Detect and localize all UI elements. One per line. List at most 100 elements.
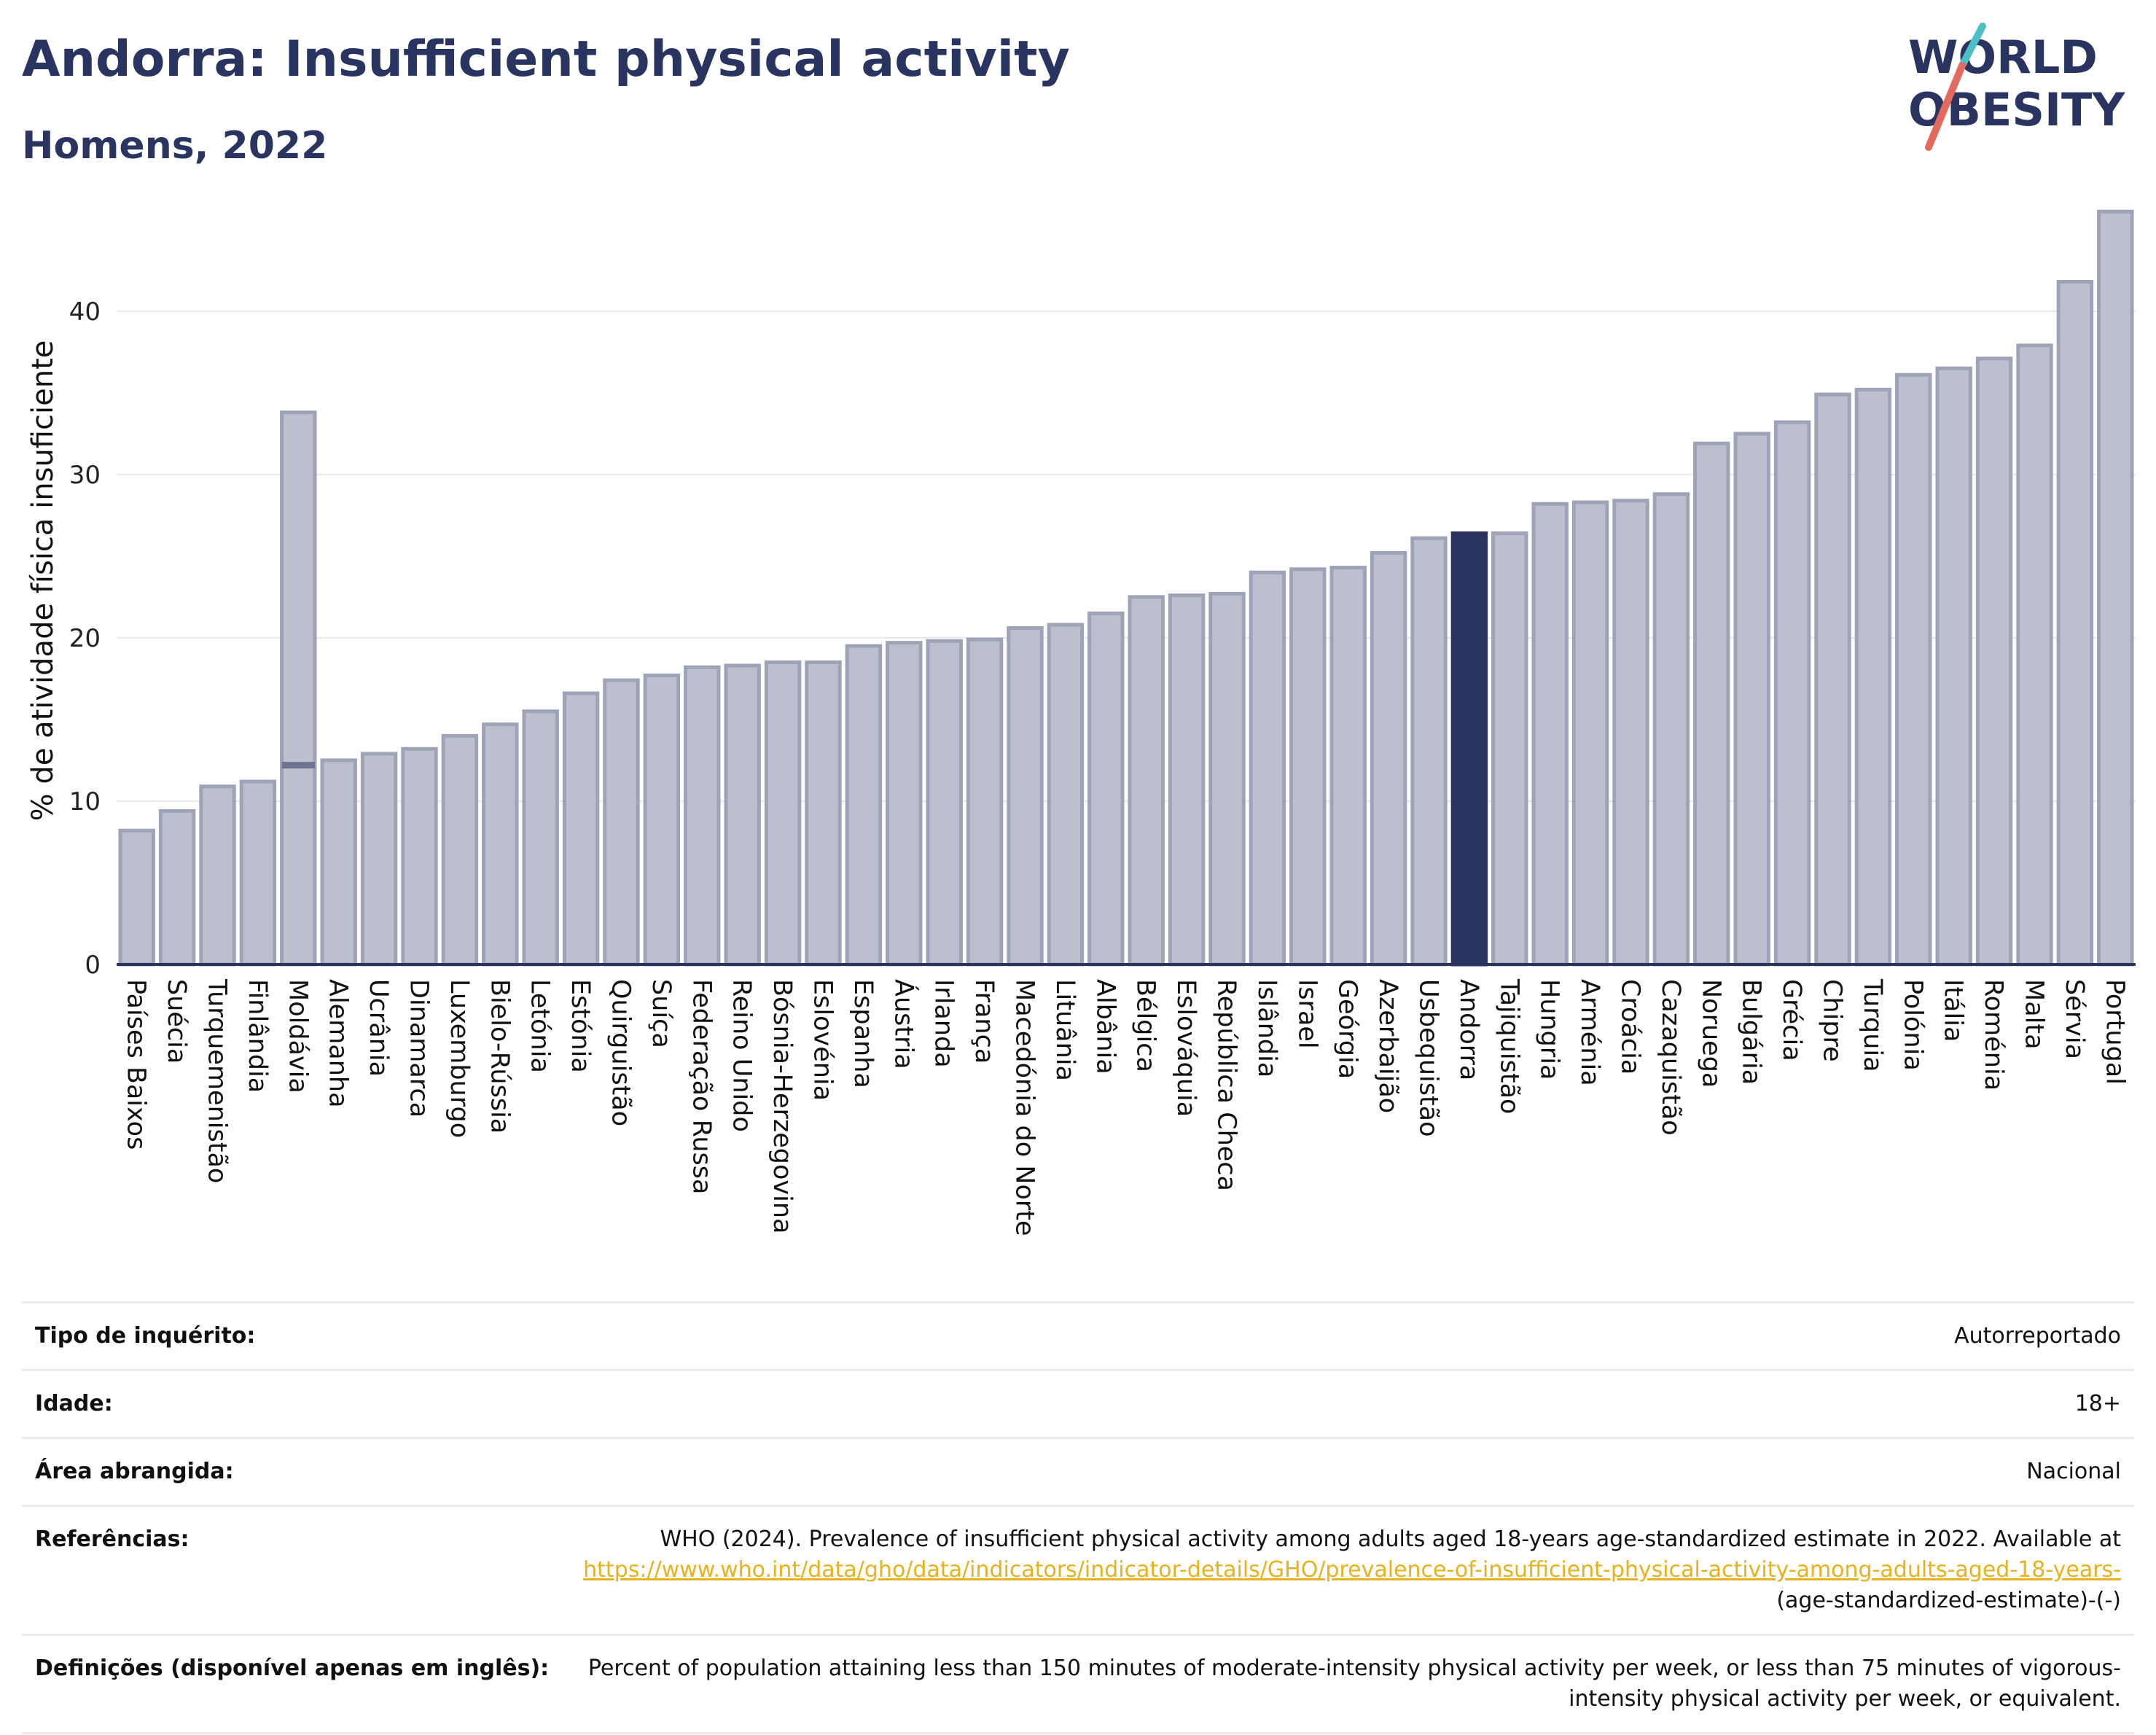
bar [603,678,640,967]
bar [1410,536,1448,967]
y-tick-label: 30 [69,461,101,490]
bar [1571,500,1609,967]
y-axis-label: % de atividade física insuficiente [26,340,60,822]
bar [1652,492,1690,967]
x-tick-label: Tajiquistão [1494,978,1523,1114]
x-tick-label: Hungria [1535,979,1564,1080]
bar [805,660,842,967]
bar [360,752,398,967]
bar [1007,625,1044,967]
bar [1370,550,1407,967]
bar [1773,420,1811,967]
bar [1128,595,1165,967]
bar [1531,502,1569,967]
x-tick-label: Israel [1292,979,1321,1049]
x-tick-label: Luxemburgo [445,979,474,1138]
info-row-definitions: Definições (disponível apenas em inglês)… [22,1634,2134,1734]
bar [926,639,963,967]
bar [2056,280,2094,967]
x-tick-label: Eslovénia [808,979,837,1101]
references-link[interactable]: https://www.who.int/data/gho/data/indica… [583,1557,2121,1583]
bar [441,733,479,967]
x-tick-label: Bósnia-Herzegovina [768,979,797,1234]
x-tick-label: Letónia [526,979,555,1073]
bar [684,665,721,967]
bar [966,637,1004,967]
x-tick-label: Andorra [1454,979,1483,1080]
x-tick-label: Suíça [647,979,676,1048]
x-tick-label: Arménia [1575,979,1604,1086]
x-tick-label: Cazaquistão [1656,979,1685,1136]
x-tick-label: Reino Unido [727,979,757,1132]
y-tick-label: 40 [69,297,101,327]
x-tick-label: Quirguistão [606,979,636,1126]
bar [2016,343,2053,967]
x-tick-label: Geórgia [1333,979,1362,1079]
logo-slash-coral [1925,62,1966,151]
info-row-references: Referências: WHO (2024). Prevalence of i… [22,1505,2134,1635]
bar [724,663,761,967]
x-tick-label: Bielo-Rússia [485,979,514,1134]
bar [1491,531,1528,967]
info-row-area: Área abrangida: Nacional [22,1438,2134,1506]
logo-line1: WORLD [1908,31,2098,84]
info-value: 18+ [2074,1391,2121,1416]
bar [1047,623,1085,967]
logo-slash-teal [1958,23,1986,69]
info-label: Área abrangida: [35,1459,234,1484]
info-value: Autorreportado [1954,1323,2121,1349]
bar [522,709,559,967]
x-tick-label: Ucrânia [364,979,393,1077]
bar [1975,356,2013,967]
x-tick-label: Croácia [1616,979,1645,1075]
x-tick-label: França [969,979,999,1064]
bar [1854,387,1892,967]
bar [2097,209,2134,967]
bar [239,779,277,967]
x-tick-label: Países Baixos [122,979,151,1150]
x-tick-label: Grécia [1777,979,1806,1061]
y-tick-label: 10 [69,787,101,816]
x-tick-label: Finlândia [243,979,272,1093]
info-table: Tipo de inquérito: Autorreportado Idade:… [22,1301,2134,1734]
x-tick-label: República Checa [1212,979,1241,1191]
x-tick-label: Federação Russa [687,979,716,1194]
bar [199,784,236,967]
x-tick-label: Eslováquia [1171,979,1200,1117]
y-tick-label: 20 [69,624,101,653]
x-tick-label: Azerbaijão [1373,979,1402,1113]
bar [1733,432,1770,967]
x-tick-label: Áustria [888,979,919,1069]
bar [118,828,155,967]
bar [158,808,196,967]
page-title: Andorra: Insufficient physical activity [22,31,1070,88]
x-tick-label: Dinamarca [405,979,434,1118]
bar [1612,499,1649,967]
bar [643,673,681,967]
x-tick-label: Portugal [2100,979,2129,1085]
bar [1087,611,1125,967]
world-obesity-logo: WORLD OBESITY [1908,23,2125,151]
x-tick-label: Polónia [1898,979,1927,1071]
bar [1289,567,1327,967]
x-tick-label: Roménia [1979,979,2008,1091]
y-tick-label: 0 [85,951,101,980]
info-label: Referências: [35,1527,190,1552]
references-text: WHO (2024). Prevalence of insufficient p… [660,1527,2121,1552]
x-tick-label: Islândia [1252,979,1281,1077]
x-tick-label: Lituânia [1050,979,1079,1081]
info-label: Idade: [35,1391,113,1416]
x-tick-label: Chipre [1818,979,1847,1062]
bar [764,660,802,967]
references-value: WHO (2024). Prevalence of insufficient p… [562,1506,2134,1635]
bar [280,410,317,967]
x-tick-label: Turquemenistão [203,978,232,1183]
x-tick-label: Alemanha [324,979,353,1108]
x-tick-label: Irlanda [929,979,958,1068]
bar [1168,593,1206,967]
x-tick-label: Suécia [162,979,191,1064]
bar [1935,366,1972,967]
x-tick-label: Bulgária [1737,979,1766,1085]
x-tick-label: Turquia [1858,978,1887,1072]
references-tail: (age-standardized-estimate)-(-) [1776,1588,2121,1613]
